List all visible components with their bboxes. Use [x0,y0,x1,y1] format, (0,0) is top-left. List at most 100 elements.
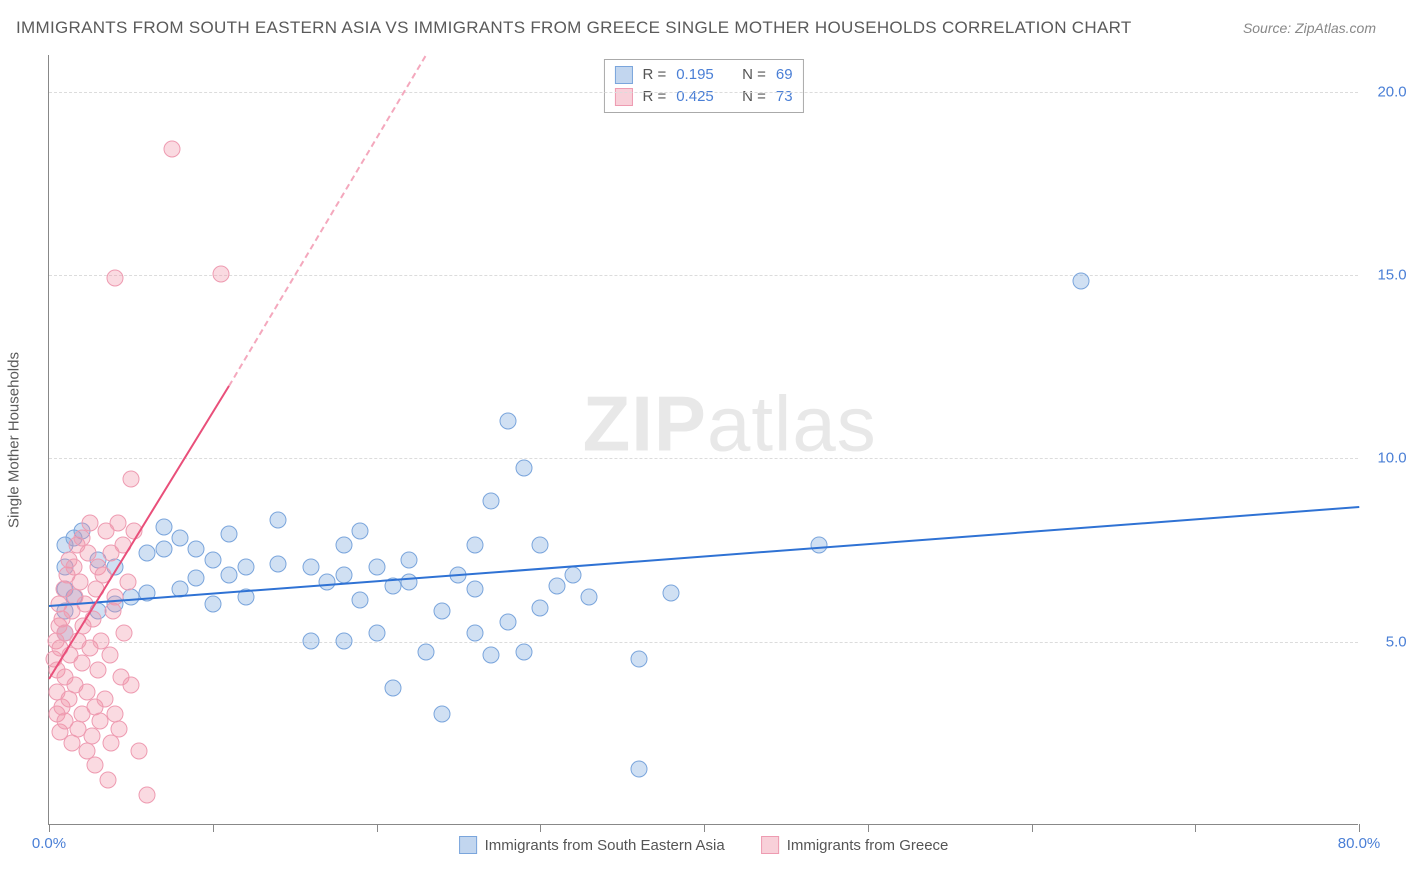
x-tick [1032,824,1033,832]
data-point [466,537,483,554]
chart-title: IMMIGRANTS FROM SOUTH EASTERN ASIA VS IM… [16,18,1132,38]
data-point [499,614,516,631]
data-point [270,511,287,528]
data-point [368,625,385,642]
gridline [49,92,1358,93]
data-point [434,706,451,723]
data-point [401,552,418,569]
data-point [384,680,401,697]
y-axis-label: Single Mother Households [6,352,23,528]
y-tick-label: 5.0% [1386,633,1406,650]
data-point [368,559,385,576]
bottom-legend: Immigrants from South Eastern Asia Immig… [459,836,949,854]
x-tick [377,824,378,832]
data-point [466,625,483,642]
y-tick-label: 20.0% [1377,83,1406,100]
stat-n-label: N = [742,64,766,86]
swatch-blue-icon [459,836,477,854]
data-point [335,566,352,583]
data-point [303,559,320,576]
legend-stats-row-blue: R = 0.195 N = 69 [614,64,792,86]
x-tick [1195,824,1196,832]
data-point [163,141,180,158]
legend-stats-box: R = 0.195 N = 69 R = 0.425 N = 73 [603,59,803,113]
data-point [221,526,238,543]
stat-n-value-pink: 73 [776,86,793,108]
y-tick-label: 10.0% [1377,450,1406,467]
stat-r-value-blue: 0.195 [676,64,714,86]
legend-label-pink: Immigrants from Greece [787,837,949,854]
data-point [466,581,483,598]
data-point [499,412,516,429]
legend-item-pink: Immigrants from Greece [761,836,949,854]
data-point [630,761,647,778]
data-point [1072,273,1089,290]
data-point [204,552,221,569]
data-point [630,651,647,668]
stat-n-value-blue: 69 [776,64,793,86]
x-tick [540,824,541,832]
source-label: Source: [1243,20,1291,36]
data-point [335,632,352,649]
data-point [204,596,221,613]
data-point [581,588,598,605]
data-point [86,757,103,774]
data-point [155,541,172,558]
data-point [172,530,189,547]
data-point [99,772,116,789]
data-point [101,647,118,664]
data-point [106,588,123,605]
data-point [60,691,77,708]
x-tick [49,824,50,832]
watermark: ZIPatlas [583,379,877,470]
gridline [49,458,1358,459]
data-point [122,471,139,488]
data-point [119,574,136,591]
data-point [122,588,139,605]
data-point [483,647,500,664]
data-point [532,599,549,616]
trend-line [49,506,1359,607]
data-point [515,460,532,477]
x-tick-label: 80.0% [1338,835,1381,852]
data-point [417,643,434,660]
data-point [188,541,205,558]
x-tick [1359,824,1360,832]
x-tick [213,824,214,832]
plot-area: ZIPatlas R = 0.195 N = 69 R = 0.425 N = … [48,55,1358,825]
data-point [73,654,90,671]
data-point [532,537,549,554]
legend-label-blue: Immigrants from South Eastern Asia [485,837,725,854]
data-point [270,555,287,572]
data-point [139,544,156,561]
data-point [72,574,89,591]
data-point [90,662,107,679]
data-point [122,676,139,693]
data-point [139,786,156,803]
data-point [548,577,565,594]
data-point [103,735,120,752]
data-point [111,720,128,737]
data-point [106,269,123,286]
x-tick-label: 0.0% [32,835,66,852]
gridline [49,642,1358,643]
data-point [352,522,369,539]
y-tick-label: 15.0% [1377,267,1406,284]
data-point [237,559,254,576]
data-point [663,585,680,602]
data-point [212,266,229,283]
data-point [483,493,500,510]
chart-container: Single Mother Households ZIPatlas R = 0.… [48,55,1358,825]
stat-r-label: R = [642,64,666,86]
data-point [81,515,98,532]
data-point [565,566,582,583]
data-point [155,519,172,536]
data-point [131,742,148,759]
x-tick [868,824,869,832]
stat-r-value-pink: 0.425 [676,86,714,108]
stat-n-label: N = [742,86,766,108]
data-point [434,603,451,620]
stat-r-label: R = [642,86,666,108]
data-point [116,625,133,642]
data-point [188,570,205,587]
